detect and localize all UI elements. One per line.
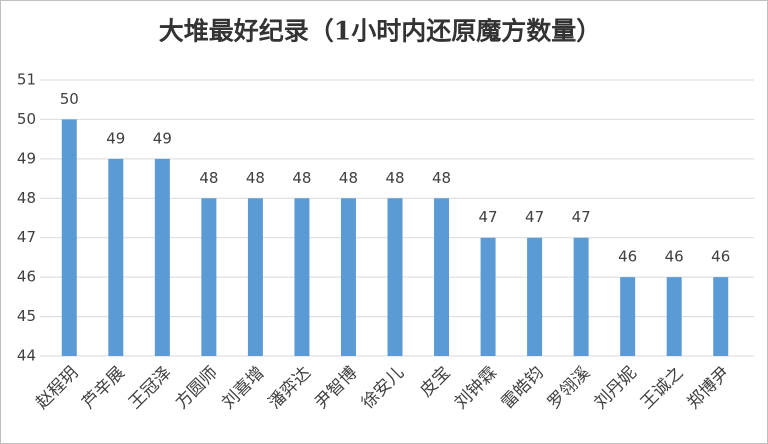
bar [247,198,263,356]
value-label: 48 [339,169,358,187]
value-label: 48 [246,169,265,187]
y-tick-label: 48 [17,189,36,207]
bar [387,198,403,356]
value-label: 47 [479,208,498,226]
bar [434,198,450,356]
bar [340,198,356,356]
y-tick-label: 50 [17,110,36,128]
y-tick-label: 51 [17,71,36,89]
bar [480,237,496,356]
bar [294,198,310,356]
value-label: 48 [432,169,451,187]
y-tick-label: 46 [17,268,36,286]
value-label: 49 [153,129,172,147]
value-label: 47 [525,208,544,226]
y-tick-label: 49 [17,149,36,167]
value-label: 46 [618,248,637,266]
bar [527,237,543,356]
y-tick-label: 44 [17,347,36,365]
bar [666,277,682,356]
value-label: 47 [572,208,591,226]
bar [620,277,636,356]
bar [201,198,217,356]
value-label: 48 [292,169,311,187]
y-tick-label: 47 [17,228,36,246]
y-tick-label: 45 [17,307,36,325]
value-label: 49 [106,129,125,147]
value-label: 48 [199,169,218,187]
value-label: 46 [711,248,730,266]
value-label: 50 [60,90,79,108]
value-label: 48 [385,169,404,187]
chart-title: 大堆最好纪录（1小时内还原魔方数量） [159,17,601,46]
bar [154,158,170,356]
bar [713,277,729,356]
bar [61,119,77,356]
bar [573,237,589,356]
bar [108,158,124,356]
value-label: 46 [665,248,684,266]
